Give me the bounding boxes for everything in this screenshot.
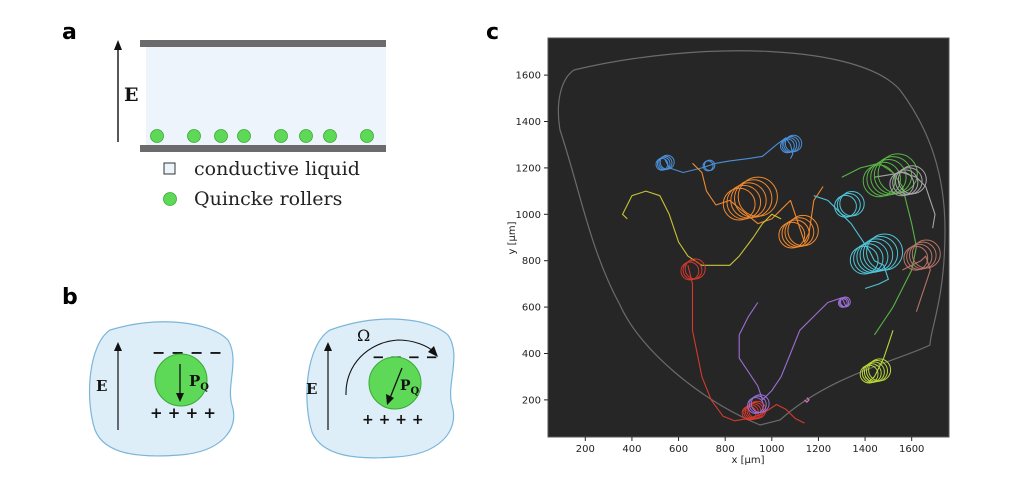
field-label-a: E — [124, 84, 138, 106]
roller — [299, 129, 313, 143]
roller — [150, 129, 164, 143]
roller-row — [150, 129, 374, 143]
roller — [237, 129, 251, 143]
roller — [274, 129, 288, 143]
panel-b-letter: b — [62, 285, 78, 310]
top-plate — [140, 40, 386, 47]
panel-a-letter: a — [62, 20, 77, 45]
legend-roller-icon — [163, 192, 177, 206]
panel-c-letter: c — [486, 20, 500, 45]
roller — [323, 129, 337, 143]
legend-square-icon — [163, 162, 176, 175]
liquid-layer — [146, 45, 386, 148]
roller — [214, 129, 228, 143]
roller — [360, 129, 374, 143]
roller — [187, 129, 201, 143]
field-arrow-a — [114, 40, 122, 142]
legend-label-liquid: conductive liquid — [194, 158, 360, 180]
bottom-plate — [140, 145, 386, 152]
legend-label-rollers: Quincke rollers — [194, 188, 342, 210]
